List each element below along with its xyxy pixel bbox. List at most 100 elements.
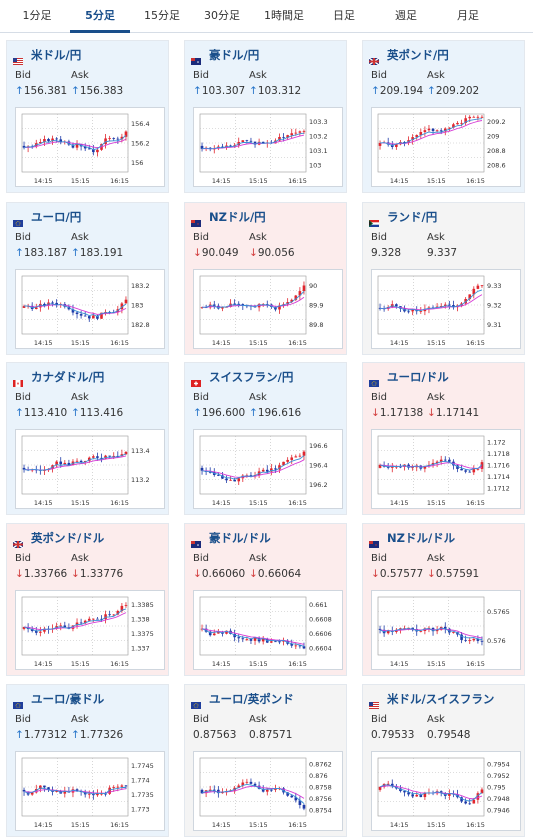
tab-0[interactable]: 1分足: [22, 9, 52, 22]
pair-name[interactable]: ユーロ/ドル: [387, 370, 449, 384]
currency-card[interactable]: ユーロ/円 Bid Ask ↑183.187 ↑183.191 183.2 183 182.8…: [6, 202, 169, 355]
candle-body: [468, 803, 472, 805]
currency-card[interactable]: 米ドル/円 Bid Ask ↑156.381 ↑156.383 156.4 156.2 156…: [6, 40, 169, 193]
currency-card[interactable]: スイスフラン/円 Bid Ask ↑196.600 ↑196.616 196.6 196.4…: [184, 362, 347, 515]
candle-body: [87, 148, 91, 150]
candle-body: [286, 459, 289, 462]
currency-card[interactable]: 米ドル/スイスフラン Bid Ask 0.79533 0.79548 0.7954 0.79…: [362, 684, 525, 837]
candle-body: [274, 641, 277, 643]
candlestick-chart[interactable]: 103.3 103.2 103.1 103 14:15 15:15 16:15: [193, 107, 343, 187]
candle-body: [415, 794, 419, 797]
pair-name[interactable]: カナダドル/円: [31, 370, 105, 384]
candle-body: [476, 468, 480, 470]
bid-price: 1.33766: [23, 568, 68, 580]
pair-name[interactable]: 米ドル/円: [31, 48, 82, 62]
candle-body: [452, 305, 455, 308]
moving-average-line: [23, 612, 127, 631]
currency-card[interactable]: ユーロ/英ポンド Bid Ask 0.87563 0.87571 0.8762 0.876 0…: [184, 684, 347, 837]
tab-1[interactable]: 5分足: [85, 9, 115, 22]
candle-body: [274, 788, 277, 790]
flag-icon: [13, 372, 25, 387]
ask-price: 196.616: [257, 407, 302, 419]
ask-label: Ask: [249, 232, 267, 243]
candle-body: [112, 787, 116, 788]
candle-body: [270, 641, 273, 643]
candle-body: [290, 299, 294, 303]
currency-card[interactable]: ランド/円 Bid Ask 9.328 9.337 9.33 9.32 9.31 14:15 15…: [362, 202, 525, 355]
y-tick-label: 113.4: [131, 447, 150, 455]
bid-label: Bid: [15, 232, 31, 243]
pair-name[interactable]: NZドル/円: [209, 210, 266, 224]
candlestick-chart[interactable]: 0.5765 0.576 14:15 15:15 16:15: [371, 590, 521, 670]
candle-body: [124, 299, 128, 304]
arrow-up-icon: ↑: [427, 85, 436, 97]
pair-name[interactable]: NZドル/ドル: [387, 531, 456, 545]
x-tick-label: 14:15: [34, 177, 53, 185]
ask-price: 209.202: [435, 85, 480, 97]
candlestick-chart[interactable]: 1.172 1.1718 1.1716 1.1714 1.1712 14:15 15:15 1…: [371, 429, 521, 509]
candlestick-chart[interactable]: 0.7954 0.7952 0.795 0.7948 0.7946 14:15 15:15 1…: [371, 751, 521, 831]
ask-value: ↑209.202: [427, 85, 479, 97]
currency-card[interactable]: 豪ドル/円 Bid Ask ↑103.307 ↑103.312 103.3 103.2 103…: [184, 40, 347, 193]
x-tick-label: 16:15: [288, 339, 307, 347]
candlestick-chart[interactable]: 0.661 0.6608 0.6606 0.6604 14:15 15:15 16:15: [193, 590, 343, 670]
candle-body: [83, 146, 87, 149]
candle-body: [92, 149, 95, 153]
candlestick-chart[interactable]: 1.7745 1.774 1.7735 1.773 14:15 15:15 16:15: [15, 751, 165, 831]
plot-area: [199, 757, 307, 817]
tab-5[interactable]: 日足: [333, 9, 355, 22]
tab-4[interactable]: 1時間足: [264, 9, 304, 22]
bid-value: ↑156.381: [15, 85, 67, 97]
arrow-down-icon: ↓: [427, 568, 436, 580]
currency-card[interactable]: カナダドル/円 Bid Ask ↑113.410 ↑113.416 113.4 113.2 1…: [6, 362, 169, 515]
tab-7[interactable]: 月足: [457, 9, 479, 22]
pair-name[interactable]: 豪ドル/円: [209, 48, 260, 62]
candlestick-chart[interactable]: 183.2 183 182.8 14:15 15:15 16:15: [15, 269, 165, 349]
currency-card[interactable]: ユーロ/ドル Bid Ask ↓1.17138 ↓1.17141 1.172 1.1718 1…: [362, 362, 525, 515]
bid-value: ↓90.049: [193, 247, 239, 259]
currency-card[interactable]: 豪ドル/ドル Bid Ask ↓0.66060 ↓0.66064 0.661 0.6608 0…: [184, 523, 347, 676]
candlestick-chart[interactable]: 156.4 156.2 156 14:15 15:15 16:15: [15, 107, 165, 187]
currency-card[interactable]: 英ポンド/円 Bid Ask ↑209.194 ↑209.202 209.2 209 208.…: [362, 40, 525, 193]
currency-card[interactable]: 英ポンド/ドル Bid Ask ↓1.33766 ↓1.33776 1.3385 1.338…: [6, 523, 169, 676]
candlestick-chart[interactable]: 113.4 113.2 14:15 15:15 16:15: [15, 429, 165, 509]
currency-card[interactable]: NZドル/ドル Bid Ask ↓0.57577 ↓0.57591 0.5765 0.576…: [362, 523, 525, 676]
x-tick-label: 16:15: [466, 177, 485, 185]
y-tick-label: 1.774: [131, 776, 150, 784]
candle-body: [87, 316, 91, 319]
arrow-up-icon: ↑: [71, 85, 80, 97]
candle-body: [411, 627, 414, 630]
candlestick-chart[interactable]: 0.8762 0.876 0.8758 0.8756 0.8754 14:15 15:15 1…: [193, 751, 343, 831]
candlestick-chart[interactable]: 1.3385 1.338 1.3375 1.337 14:15 15:15 16:15: [15, 590, 165, 670]
flag-icon: [368, 50, 381, 66]
candle-body: [480, 640, 484, 642]
pair-name[interactable]: 豪ドル/ドル: [209, 531, 271, 545]
candle-body: [100, 312, 103, 319]
candle-body: [386, 466, 390, 468]
currency-card[interactable]: NZドル/円 Bid Ask ↓90.049 ↓90.056 90 89.9 89.8 14:1…: [184, 202, 347, 355]
candlestick-chart[interactable]: 196.6 196.4 196.2 14:15 15:15 16:15: [193, 429, 343, 509]
moving-average-line: [201, 783, 305, 804]
pair-name[interactable]: 米ドル/スイスフラン: [387, 692, 495, 706]
ask-label: Ask: [249, 553, 267, 564]
candlestick-chart[interactable]: 209.2 209 208.8 208.6 14:15 15:15 16:15: [371, 107, 521, 187]
pair-name[interactable]: ユーロ/英ポンド: [209, 692, 294, 706]
candle-body: [120, 303, 124, 310]
pair-name[interactable]: ランド/円: [387, 210, 438, 224]
candle-body: [233, 479, 236, 482]
candle-body: [448, 793, 451, 796]
tab-6[interactable]: 週足: [395, 9, 417, 22]
candlestick-chart[interactable]: 90 89.9 89.8 14:15 15:15 16:15: [193, 269, 343, 349]
tab-3[interactable]: 30分足: [204, 9, 240, 22]
candle-body: [39, 142, 42, 144]
candlestick-chart[interactable]: 9.33 9.32 9.31 14:15 15:15 16:15: [371, 269, 521, 349]
x-tick-label: 15:15: [71, 499, 90, 507]
tab-2[interactable]: 15分足: [144, 9, 180, 22]
pair-name[interactable]: 英ポンド/円: [387, 48, 449, 62]
pair-name[interactable]: スイスフラン/円: [209, 370, 294, 384]
pair-name[interactable]: ユーロ/豪ドル: [31, 692, 105, 706]
ask-label: Ask: [71, 714, 89, 725]
pair-name[interactable]: ユーロ/円: [31, 210, 82, 224]
pair-name[interactable]: 英ポンド/ドル: [31, 531, 105, 545]
currency-card[interactable]: ユーロ/豪ドル Bid Ask ↑1.77312 ↑1.77326 1.7745 1.774…: [6, 684, 169, 837]
